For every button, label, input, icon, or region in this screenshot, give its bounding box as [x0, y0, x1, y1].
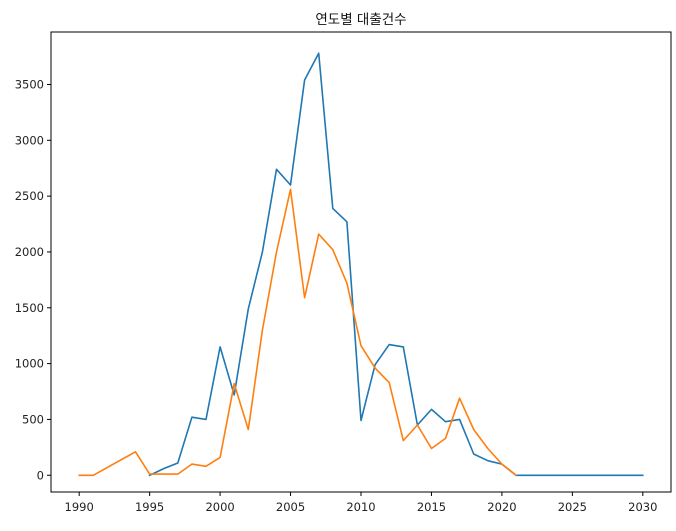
series-layer — [78, 52, 644, 477]
x-tick-label: 2025 — [558, 500, 587, 514]
y-tick-label: 2500 — [15, 189, 44, 203]
x-tick-label: 2000 — [205, 500, 234, 514]
plot-area-frame — [50, 31, 672, 493]
x-tick-label: 2005 — [276, 500, 305, 514]
x-tick-label: 2010 — [346, 500, 375, 514]
y-tick-label: 0 — [37, 468, 44, 482]
x-tick-label: 1995 — [135, 500, 164, 514]
series-line-2 — [78, 188, 518, 477]
y-tick-label: 500 — [22, 412, 44, 426]
series-line-1 — [148, 52, 644, 477]
x-tick-label: 1990 — [65, 500, 94, 514]
y-tick-label: 3000 — [15, 133, 44, 147]
y-tick-label: 1000 — [15, 357, 44, 371]
x-tick-label: 2015 — [417, 500, 446, 514]
x-tick-label: 2030 — [628, 500, 657, 514]
y-tick-label: 2000 — [15, 245, 44, 259]
y-axis: 0 500 1000 1500 2000 2500 3000 3500 — [15, 77, 51, 482]
y-tick-label: 3500 — [15, 77, 44, 91]
chart-title: 연도별 대출건수 — [315, 12, 406, 28]
x-axis: 1990 1995 2000 2005 2010 2015 2020 2025 2030 — [65, 492, 657, 514]
y-tick-label: 1500 — [15, 301, 44, 315]
x-tick-label: 2020 — [487, 500, 516, 514]
